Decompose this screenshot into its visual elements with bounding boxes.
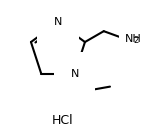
Text: 2: 2: [134, 36, 139, 45]
Text: N: N: [54, 17, 62, 27]
Text: N: N: [71, 69, 79, 79]
Text: HCl: HCl: [52, 114, 74, 127]
Text: NH: NH: [125, 34, 142, 44]
